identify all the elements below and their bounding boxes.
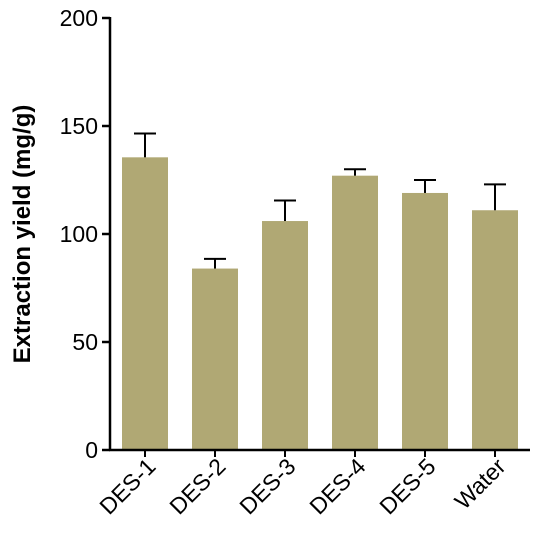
bar-water [472,210,518,450]
axes-layer [102,16,530,457]
y-tick-label: 200 [60,5,98,31]
bar-des-4 [332,175,378,450]
x-tick-label-water: Water [449,453,510,514]
y-tick-label: 100 [60,221,98,247]
x-tick-label-des-1: DES-1 [94,453,160,519]
x-tick-label-des-5: DES-5 [374,453,440,519]
x-tick-label-des-3: DES-3 [234,453,300,519]
error-bars-layer [134,132,506,269]
bar-des-5 [402,192,448,450]
y-tick-label: 50 [72,329,98,355]
bars-layer [122,157,518,450]
bar-des-2 [192,268,238,450]
y-tick-label: 0 [85,437,98,463]
x-tick-label-des-2: DES-2 [164,453,230,519]
y-axis-title: Extraction yield (mg/g) [9,105,36,364]
bar-des-1 [122,157,168,450]
y-tick-label: 150 [60,113,98,139]
x-tick-label-des-4: DES-4 [304,453,370,519]
bar-des-3 [262,221,308,450]
